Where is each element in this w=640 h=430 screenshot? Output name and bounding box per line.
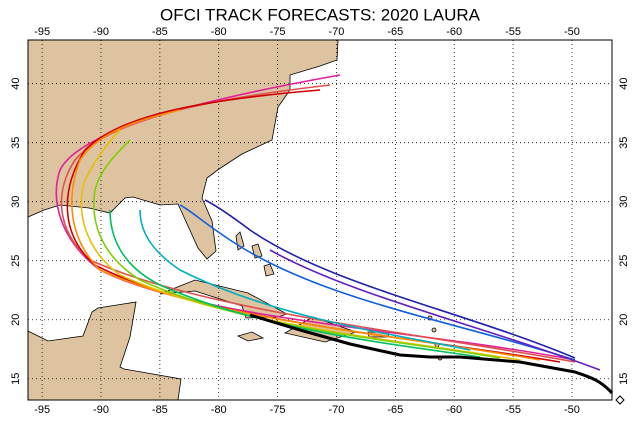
lon-tick-label: -60	[446, 26, 462, 38]
lat-tick-label: 30	[618, 196, 630, 208]
lon-tick-label: -95	[34, 26, 50, 38]
lon-tick-label: -55	[505, 26, 521, 38]
lat-tick-label: 20	[10, 314, 22, 326]
lat-tick-label: 15	[618, 373, 630, 385]
lon-tick-label: -70	[329, 404, 345, 416]
lon-tick-label: -65	[387, 26, 403, 38]
lon-tick-label: -80	[211, 404, 227, 416]
lat-tick-label: 30	[10, 196, 22, 208]
lat-tick-label: 25	[618, 255, 630, 267]
lat-tick-label: 40	[10, 78, 22, 90]
tracks	[55, 74, 625, 405]
lat-tick-label: 35	[10, 137, 22, 149]
lon-tick-label: -65	[387, 404, 403, 416]
lat-tick-label: 40	[618, 78, 630, 90]
lon-tick-label: -75	[270, 404, 286, 416]
lon-tick-label: -85	[152, 404, 168, 416]
lon-tick-label: -55	[505, 404, 521, 416]
map-title: OFCI TRACK FORECASTS: 2020 LAURA	[160, 5, 481, 24]
lat-tick-label: 20	[618, 314, 630, 326]
map-frame	[27, 39, 613, 401]
lon-tick-label: -85	[152, 26, 168, 38]
lon-tick-label: -95	[34, 404, 50, 416]
lon-tick-label: -90	[93, 26, 109, 38]
lon-tick-label: -75	[270, 26, 286, 38]
lon-tick-label: -70	[329, 26, 345, 38]
lon-tick-label: -50	[564, 404, 580, 416]
lon-tick-label: -60	[446, 404, 462, 416]
lon-tick-label: -90	[93, 404, 109, 416]
lat-tick-label: 25	[10, 255, 22, 267]
lon-tick-label: -80	[211, 26, 227, 38]
lat-tick-label: 15	[10, 373, 22, 385]
lat-tick-label: 35	[618, 137, 630, 149]
lon-tick-label: -50	[564, 26, 580, 38]
